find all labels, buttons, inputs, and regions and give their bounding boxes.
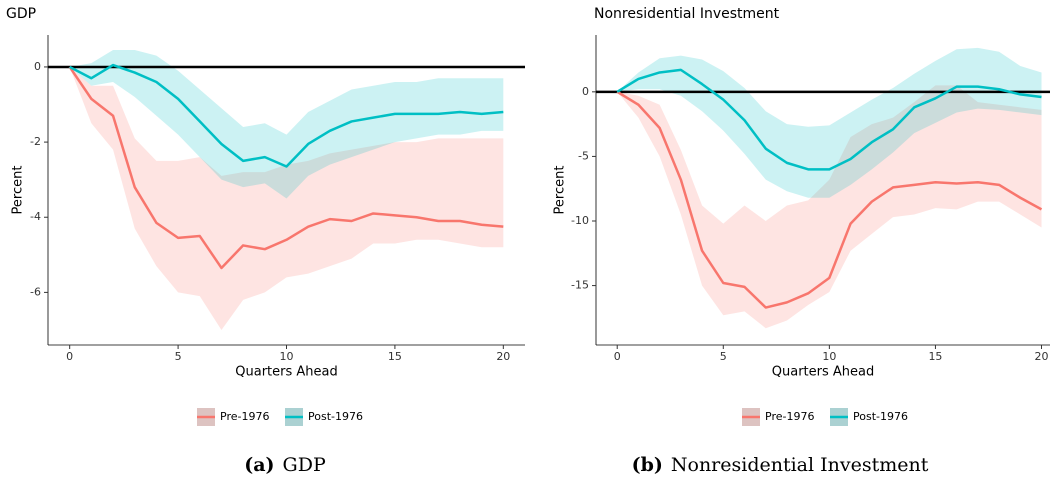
y-tick-label: -10 (571, 214, 589, 227)
y-tick-label: -2 (30, 135, 41, 148)
x-tick-label: 10 (280, 350, 294, 363)
caption: (a) GDP (244, 454, 326, 476)
series-line (69, 63, 504, 168)
y-axis-title: Percent (553, 166, 568, 215)
confidence-band (69, 66, 504, 330)
confidence-band (69, 50, 504, 199)
caption-label: (b) (632, 454, 663, 476)
legend-label: Post-1976 (853, 410, 908, 423)
caption: (b) Nonresidential Investment (632, 454, 929, 476)
y-axis-title: Percent (11, 166, 26, 215)
x-tick-label: 20 (496, 350, 510, 363)
x-tick-label: 5 (720, 350, 727, 363)
legend-label: Post-1976 (308, 410, 363, 423)
confidence-band (617, 85, 1042, 329)
series-line (616, 68, 1042, 171)
y-tick-label: 0 (34, 60, 41, 73)
x-tick-label: 0 (614, 350, 621, 363)
series-line (616, 90, 1043, 309)
legend-label: Pre-1976 (765, 410, 814, 423)
legend: Pre-1976 Post-1976 (742, 408, 908, 426)
caption-label: (a) (244, 454, 274, 476)
x-tick-label: 20 (1035, 350, 1049, 363)
confidence-band (617, 47, 1042, 198)
x-axis-title: Quarters Ahead (772, 365, 874, 380)
legend-label: Pre-1976 (220, 410, 269, 423)
x-tick-label: 15 (388, 350, 402, 363)
x-axis-title: Quarters Ahead (235, 365, 337, 380)
series-line (68, 66, 504, 270)
y-tick-label: -15 (571, 279, 589, 292)
chart-title: Nonresidential Investment (594, 6, 780, 22)
y-tick-label: -4 (30, 210, 41, 223)
chart-title: GDP (6, 6, 36, 22)
x-tick-label: 0 (66, 350, 73, 363)
caption-text: Nonresidential Investment (671, 454, 929, 476)
y-tick-label: -5 (578, 149, 589, 162)
legend: Pre-1976 Post-1976 (197, 408, 363, 426)
x-tick-label: 15 (928, 350, 942, 363)
y-tick-label: 0 (582, 85, 589, 98)
caption-text: GDP (283, 454, 326, 476)
y-tick-label: -6 (30, 285, 41, 298)
x-tick-label: 10 (822, 350, 836, 363)
x-tick-label: 5 (175, 350, 182, 363)
